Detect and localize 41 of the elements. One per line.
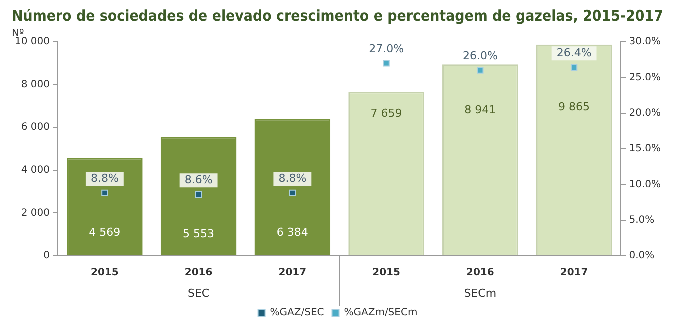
legend-label: %GAZ/SEC bbox=[270, 308, 324, 319]
x-tick-label: 2015 bbox=[91, 268, 119, 279]
y2-tick-label: 20.0% bbox=[629, 108, 662, 119]
data-label: 26.0% bbox=[462, 49, 498, 62]
x-tick-label: 2015 bbox=[372, 268, 400, 279]
x-tick-label: 2016 bbox=[184, 268, 213, 279]
point bbox=[477, 67, 484, 74]
y-tick-label: 4 000 bbox=[21, 164, 50, 176]
y-tick-label: 0 bbox=[44, 250, 50, 262]
point bbox=[289, 190, 296, 197]
y-tick-label: 2 000 bbox=[21, 208, 50, 219]
y2-tick-label: 0.0% bbox=[629, 250, 655, 262]
data-label: 6 384 bbox=[276, 226, 308, 240]
data-label: 27.0% bbox=[369, 42, 404, 56]
x-tick-label: 2017 bbox=[278, 268, 307, 279]
chart-title: Número de sociedades de elevado crescimento e percentagem de gazelas, 2015-2017 bbox=[12, 8, 664, 26]
x-tick-label: 2016 bbox=[466, 268, 494, 279]
point bbox=[383, 60, 390, 67]
y2-tick-label: 5.0% bbox=[629, 214, 655, 226]
text: SECm bbox=[464, 286, 497, 300]
y2-tick-label: 30.0% bbox=[629, 36, 662, 48]
data-label: 4 569 bbox=[89, 226, 121, 240]
data-label: 8 941 bbox=[464, 103, 496, 116]
data-label: 26.4% bbox=[556, 46, 592, 60]
data-label: 5 553 bbox=[183, 228, 215, 241]
data-label: 8.8% bbox=[90, 172, 119, 186]
point bbox=[102, 190, 108, 197]
y-tick-label: 6 000 bbox=[21, 122, 50, 134]
data-label: 7 659 bbox=[370, 106, 402, 120]
y2-tick-label: 10.0% bbox=[629, 179, 662, 190]
data-label: 9 865 bbox=[558, 100, 590, 114]
point bbox=[195, 191, 202, 198]
data-label: 8.8% bbox=[278, 172, 307, 186]
data-label: 8.6% bbox=[184, 174, 213, 187]
y2-tick-label: 25.0% bbox=[629, 72, 662, 84]
legend-label: %GAZm/SECm bbox=[344, 308, 418, 319]
text: SEC bbox=[188, 286, 210, 300]
y2-tick-label: 15.0% bbox=[629, 144, 662, 155]
y-tick-label: 8 000 bbox=[21, 79, 50, 90]
point bbox=[570, 64, 578, 72]
x-tick-label: 2017 bbox=[560, 268, 588, 279]
